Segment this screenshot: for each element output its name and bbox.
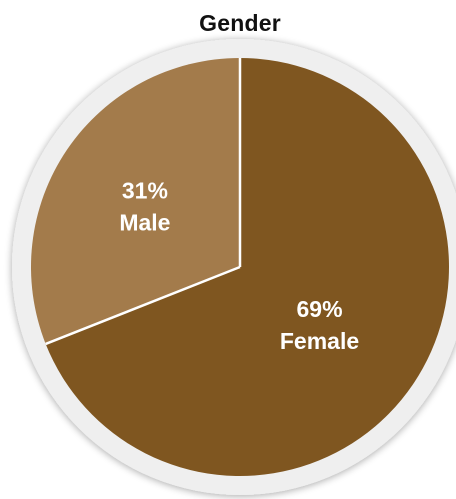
chart-title: Gender xyxy=(199,10,281,36)
slice-percent-label-female: 69% xyxy=(296,296,342,322)
slice-separator xyxy=(45,265,241,346)
slice-name-label-female: Female xyxy=(280,328,359,354)
slice-percent-label-male: 31% xyxy=(122,177,168,203)
slice-name-label-male: Male xyxy=(119,209,170,235)
pie-slice-male xyxy=(30,58,240,344)
slices-group xyxy=(30,58,449,477)
pie-slice-female xyxy=(45,58,449,477)
separators-group xyxy=(45,58,242,346)
labels-group: 69% Female 31% Male xyxy=(119,177,359,354)
